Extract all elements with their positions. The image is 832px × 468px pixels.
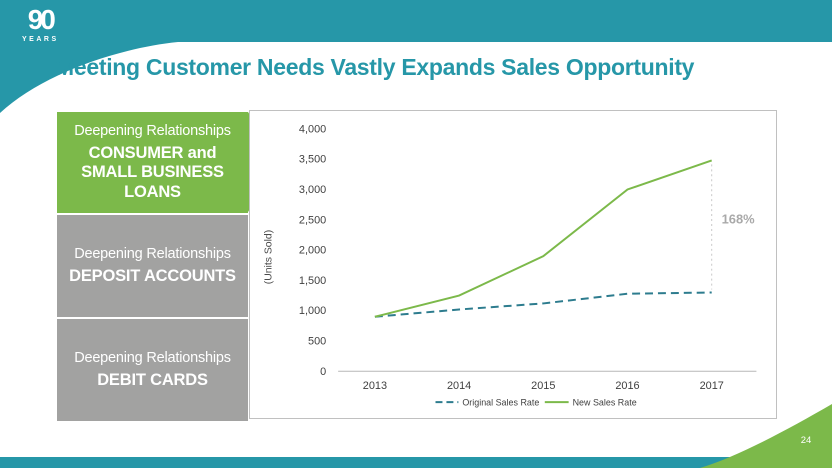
panel-consumer-small-business-loans: Deepening Relationships CONSUMER and SMA… [57, 112, 248, 213]
logo-number: 90 [27, 4, 56, 35]
panel-debit-cards: Deepening Relationships DEBIT CARDS [57, 319, 248, 421]
series-line [374, 159, 713, 318]
header-band [0, 0, 832, 113]
y-tick-label: 2,000 [299, 245, 326, 257]
panel-label: CONSUMER and [88, 143, 217, 162]
x-tick-label: 2013 [363, 380, 387, 392]
x-tick-label: 2016 [615, 380, 639, 392]
panel-label: DEPOSIT ACCOUNTS [69, 266, 236, 285]
legend-label-new: New Sales Rate [573, 398, 637, 408]
sales-line-chart: 4,000 3,500 3,000 2,500 2,000 1,500 1,000 500 0 (… [264, 123, 757, 408]
page-title: Meeting Customer Needs Vastly Expands Sa… [55, 54, 695, 80]
corner-wedge: 24 [700, 404, 832, 468]
x-tick-label: 2015 [531, 380, 555, 392]
annotation-label: 168% [722, 211, 756, 226]
panel-label: SMALL BUSINESS LOANS [81, 163, 224, 201]
series-line [374, 291, 712, 318]
y-tick-label: 1,500 [299, 275, 326, 287]
y-tick-label: 1,000 [299, 305, 326, 317]
y-tick-label: 500 [308, 335, 326, 347]
y-tick-label: 4,000 [299, 123, 326, 135]
panel-deposit-accounts: Deepening Relationships DEPOSIT ACCOUNTS [57, 215, 248, 317]
logo-caption: YEARS [22, 36, 59, 43]
logo-90-years: 90 YEARS [22, 4, 59, 44]
page-number: 24 [801, 435, 812, 446]
y-tick-label: 2,500 [299, 214, 326, 226]
y-tick-label: 0 [320, 366, 326, 378]
footer-bar [0, 457, 832, 468]
y-axis-title: (Units Sold) [264, 230, 275, 284]
chart-panel: 4,000 3,500 3,000 2,500 2,000 1,500 1,000 500 0 (… [249, 110, 777, 419]
panel-label: DEBIT CARDS [97, 370, 208, 389]
panel-eyebrow: Deepening Relationships [74, 245, 231, 262]
y-tick-label: 3,000 [299, 184, 326, 196]
panel-eyebrow: Deepening Relationships [74, 122, 231, 139]
panel-eyebrow: Deepening Relationships [74, 349, 231, 366]
legend-label-original: Original Sales Rate [462, 398, 539, 408]
x-tick-label: 2014 [447, 380, 471, 392]
x-tick-label: 2017 [700, 380, 724, 392]
y-tick-label: 3,500 [299, 154, 326, 166]
